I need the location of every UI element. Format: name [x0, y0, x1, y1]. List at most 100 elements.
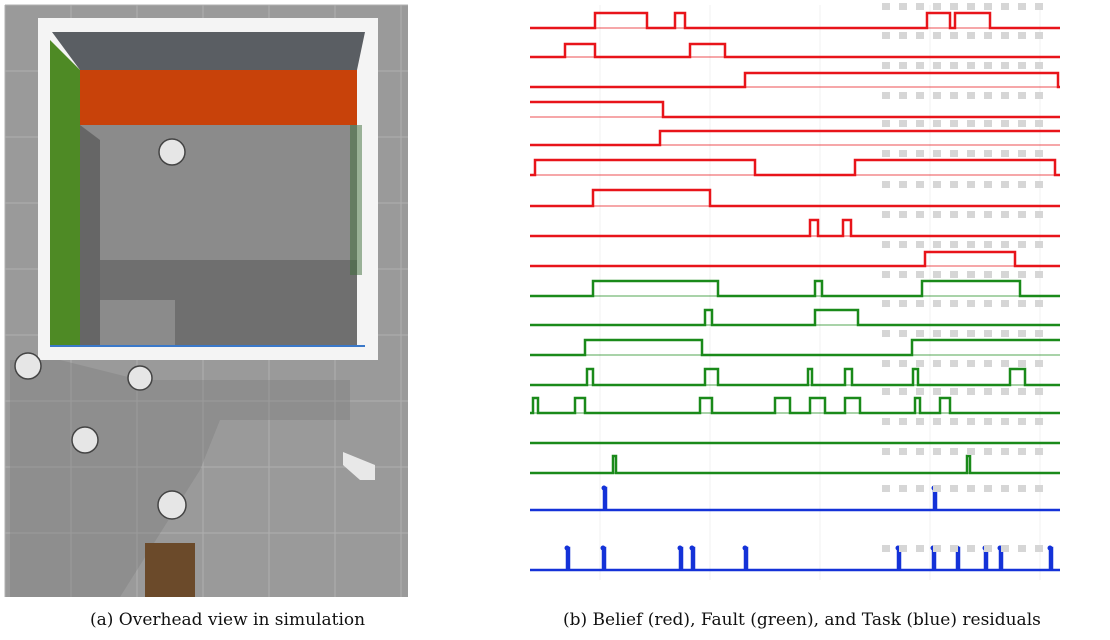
toolbar-icon [899, 32, 907, 39]
toolbar-icon [967, 485, 975, 492]
toolbar-icon [984, 181, 992, 188]
toolbar-icon [967, 181, 975, 188]
toolbar-icon [916, 330, 924, 337]
residual-trace [530, 73, 1060, 87]
residual-trace [530, 340, 1060, 355]
toolbar-icon [1035, 300, 1043, 307]
toolbar-icon [967, 388, 975, 395]
toolbar-icon [933, 32, 941, 39]
toolbar-icon [933, 62, 941, 69]
residual-plots [530, 3, 1060, 580]
toolbar-icon [899, 120, 907, 127]
toolbar-icon [882, 300, 890, 307]
toolbar-icon [1035, 418, 1043, 425]
toolbar-icon [967, 330, 975, 337]
spike-marker [678, 546, 683, 551]
toolbar-icon [1035, 448, 1043, 455]
residual-trace [530, 369, 1060, 385]
toolbar-icon [933, 3, 941, 10]
toolbar-icon [1035, 330, 1043, 337]
toolbar-icon [933, 448, 941, 455]
toolbar-icon [1001, 418, 1009, 425]
toolbar-icon [950, 211, 958, 218]
toolbar-icon [984, 418, 992, 425]
toolbar-icon [967, 418, 975, 425]
toolbar-icon [933, 330, 941, 337]
residual-trace [530, 13, 1060, 28]
toolbar-icon [967, 448, 975, 455]
toolbar-icon [1001, 300, 1009, 307]
toolbar-icon [984, 271, 992, 278]
residual-trace [530, 102, 1060, 117]
toolbar-icon [1001, 271, 1009, 278]
residual-trace [530, 488, 1060, 510]
toolbar-icon [882, 3, 890, 10]
toolbar-icon [933, 485, 941, 492]
toolbar-icon [950, 241, 958, 248]
toolbar-icon [967, 62, 975, 69]
toolbar-icon [1035, 150, 1043, 157]
toolbar-icon [882, 62, 890, 69]
toolbar-icon [950, 3, 958, 10]
residual-trace [530, 281, 1060, 296]
toolbar-icon [950, 418, 958, 425]
spike-marker [601, 546, 606, 551]
residual-trace [530, 131, 1060, 145]
toolbar-icon [899, 360, 907, 367]
residual-trace [530, 548, 1060, 570]
spike-marker [743, 546, 748, 551]
toolbar-icon [984, 3, 992, 10]
toolbar-icon [899, 485, 907, 492]
residual-trace [530, 160, 1060, 175]
toolbar-icon [967, 92, 975, 99]
toolbar-icon [1035, 241, 1043, 248]
toolbar-icon [1001, 120, 1009, 127]
residual-trace [530, 456, 1060, 473]
toolbar-icon [933, 545, 941, 552]
toolbar-icon [933, 360, 941, 367]
toolbar-icon [950, 271, 958, 278]
toolbar-icon [1018, 32, 1026, 39]
toolbar-icon [1001, 32, 1009, 39]
toolbar-icon [882, 360, 890, 367]
toolbar-icon [1001, 448, 1009, 455]
toolbar-icon [1035, 120, 1043, 127]
toolbar-icon [1018, 448, 1026, 455]
toolbar-icon [933, 181, 941, 188]
toolbar-icon [899, 388, 907, 395]
toolbar-icon [899, 448, 907, 455]
residual-trace [530, 190, 1060, 206]
toolbar-icon [1001, 92, 1009, 99]
toolbar-icon [1035, 32, 1043, 39]
spike-marker [565, 546, 570, 551]
toolbar-icon [984, 485, 992, 492]
caption-a: (a) Overhead view in simulation [90, 610, 365, 630]
toolbar-icon [1018, 360, 1026, 367]
spike-marker [690, 546, 695, 551]
toolbar-icon [882, 418, 890, 425]
toolbar-icon [882, 241, 890, 248]
toolbar-icon [967, 271, 975, 278]
figure: (a) Overhead view in simulation (b) Beli… [0, 0, 1110, 640]
toolbar-icon [899, 62, 907, 69]
toolbar-icon [967, 211, 975, 218]
toolbar-icon [967, 300, 975, 307]
residual-trace [530, 398, 1060, 413]
toolbar-icon [916, 360, 924, 367]
toolbar-icon [916, 62, 924, 69]
toolbar-icon [916, 388, 924, 395]
figure-panels [0, 0, 1110, 600]
toolbar-icon [899, 211, 907, 218]
residual-trace [530, 310, 1060, 325]
toolbar-icon [899, 241, 907, 248]
toolbar-icon [984, 211, 992, 218]
toolbar-icon [984, 62, 992, 69]
toolbar-icon [950, 545, 958, 552]
toolbar-icon [1035, 545, 1043, 552]
toolbar-icon [916, 545, 924, 552]
toolbar-icon [882, 271, 890, 278]
toolbar-icon [984, 120, 992, 127]
toolbar-icon [967, 150, 975, 157]
spike-marker [602, 486, 607, 491]
toolbar-icon [1035, 388, 1043, 395]
